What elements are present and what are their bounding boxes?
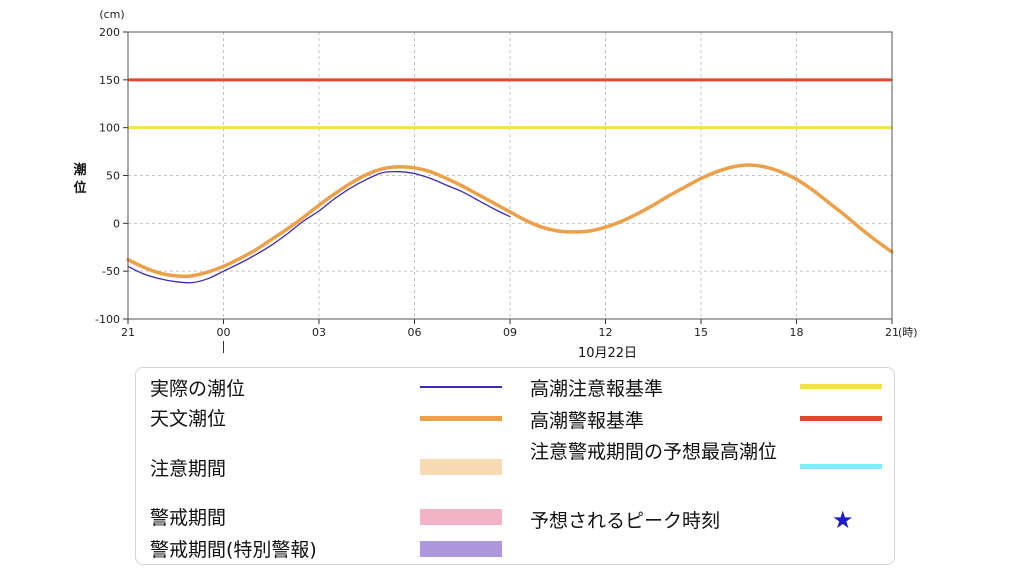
legend-swatch-storm-surge-warning [800,416,882,421]
series-line-astronomical-tide [126,163,894,279]
legend: 実際の潮位 天文潮位 注意期間 警戒期間 警戒期間(特別警報) 高潮注意報基準 … [135,367,895,565]
y-tick-label: 200 [99,26,120,39]
x-tick-label: 21 [885,326,899,339]
x-tick-label: 15 [694,326,708,339]
y-tick-label: 150 [99,74,120,87]
x-tick-label: 00 [217,326,231,339]
legend-label-storm-surge-advisory: 高潮注意報基準 [530,378,664,400]
x-tick-label: 06 [408,326,422,339]
chart-grid [127,31,893,320]
date-label: 10月22日 [578,346,637,361]
series-lines [126,163,894,284]
chart-axes [123,31,893,353]
x-tick-label: 03 [312,326,326,339]
legend-swatch-forecast-max-tide [800,464,882,469]
legend-label-astronomical-tide: 天文潮位 [150,408,227,430]
legend-swatch-astronomical-tide [420,416,502,421]
legend-label-actual-tide: 実際の潮位 [150,378,246,400]
x-tick-label: 21 [121,326,135,339]
threshold-lines [128,78,892,130]
legend-label-special-warning-period: 警戒期間(特別警報) [150,539,317,561]
y-tick-label: 0 [113,217,120,230]
legend-label-warning-period: 警戒期間 [150,507,227,529]
legend-swatch-caution-period [420,459,502,475]
legend-label-peak-time: 予想されるピーク時刻 [530,510,721,532]
y-tick-label: 100 [99,122,120,135]
plot-frame [127,31,893,320]
y-tick-label: -50 [102,265,120,278]
legend-swatch-actual-tide [420,386,502,388]
y-unit-label: (cm) [99,8,124,21]
y-tick-label: 50 [106,170,120,183]
x-tick-label: 09 [503,326,517,339]
x-tick-label: 12 [599,326,613,339]
legend-label-caution-period: 注意期間 [150,458,227,480]
legend-label-forecast-max-tide: 注意警戒期間の予想最高潮位 [530,441,778,463]
x-tick-label: 18 [790,326,804,339]
series-line-actual-tide [127,170,511,284]
legend-swatch-special-warning-period [420,541,502,557]
legend-swatch-storm-surge-advisory [800,384,882,389]
x-unit-label: (時) [898,326,918,339]
legend-swatch-warning-period [420,509,502,525]
legend-label-storm-surge-warning: 高潮警報基準 [530,410,645,432]
y-tick-label: -100 [95,313,120,326]
star-icon: ★ [832,506,854,534]
y-axis-title-char: 位 [73,180,86,196]
y-axis-title-char: 潮 [73,162,86,178]
